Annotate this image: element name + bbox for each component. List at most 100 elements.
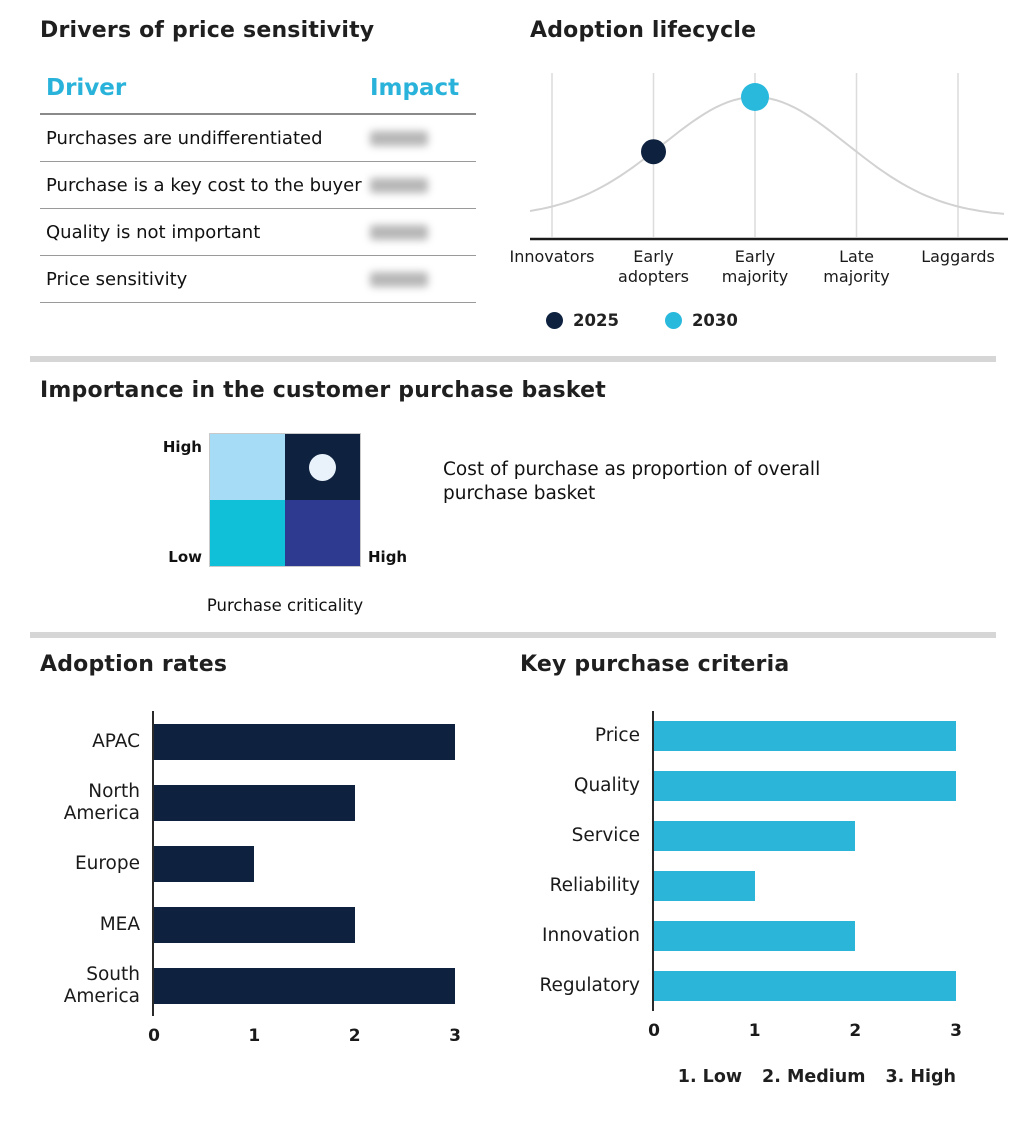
drivers-table-header: Driver Impact — [40, 67, 476, 115]
bar-row: Innovation — [520, 911, 956, 961]
matrix-cell — [285, 434, 360, 500]
legend-label: 2030 — [691, 311, 738, 330]
driver-cell: Quality is not important — [46, 221, 261, 243]
section-title-drivers: Drivers of price sensitivity — [40, 18, 375, 43]
impact-cell — [370, 130, 476, 146]
legend-label: 2025 — [573, 311, 619, 330]
x-axis-tick: 0 — [648, 1021, 660, 1041]
bar-category-label: Reliability — [549, 875, 640, 897]
y-axis-max-label: High — [162, 438, 202, 456]
lifecycle-panel: Adoption lifecycle Innovators Early adopt… — [509, 18, 1008, 330]
bar-category-label: MEA — [99, 913, 140, 935]
bar-row: Reliability — [520, 861, 956, 911]
purchase-matrix: High Low High Purchase criticality — [148, 430, 488, 630]
bar-track — [652, 911, 956, 961]
bar-track — [152, 955, 455, 1016]
bar-track — [652, 811, 956, 861]
table-row: Purchase is a key cost to the buyer — [40, 162, 476, 209]
bar-row: South America — [40, 955, 455, 1016]
bar-category-label: Quality — [573, 775, 640, 797]
bar-row: Quality — [520, 761, 956, 811]
impact-value-redacted — [370, 177, 428, 193]
scale-note-low: 1. Low — [677, 1067, 743, 1087]
scale-note: 1. Low 2. Medium 3. High — [520, 1067, 956, 1087]
x-axis-category-label: Late majority — [823, 247, 890, 286]
impact-cell — [370, 271, 476, 287]
driver-cell: Purchase is a key cost to the buyer — [46, 174, 362, 196]
matrix-grid — [209, 433, 361, 567]
matrix-cell — [285, 500, 360, 566]
x-axis-category-label: Laggards — [921, 247, 995, 266]
lifecycle-legend: 2025 2030 — [530, 311, 1008, 330]
bell-curve — [530, 96, 1005, 215]
matrix-annotation: Cost of purchase as proportion of overal… — [443, 459, 821, 504]
scale-note-medium: 2. Medium — [762, 1067, 866, 1087]
bar — [654, 971, 956, 1001]
lifecycle-chart — [530, 69, 1008, 241]
section-title-key-criteria: Key purchase criteria — [520, 652, 790, 677]
drivers-table-rows: Purchases are undifferentiated Purchase i… — [40, 115, 476, 303]
bar-category-label: APAC — [92, 730, 140, 752]
bar — [654, 871, 755, 901]
legend-item: 2030 — [664, 311, 738, 330]
y-axis-min-label: Low — [168, 548, 202, 566]
bar-track — [152, 711, 455, 772]
impact-cell — [370, 224, 476, 240]
section-divider — [30, 356, 996, 362]
table-row: Purchases are undifferentiated — [40, 115, 476, 162]
matrix-marker-dot — [309, 453, 336, 481]
bar-track — [652, 761, 956, 811]
bar-row: Price — [520, 711, 956, 761]
bar-row: Europe — [40, 833, 455, 894]
bar-category-label: Regulatory — [539, 975, 640, 997]
bar — [154, 967, 455, 1004]
section-title-adoption-rates: Adoption rates — [40, 652, 228, 677]
x-axis-ticks: 0 1 2 3 — [648, 1019, 962, 1049]
adoption-rates-chart: APAC North America Europe MEA South America … — [40, 711, 461, 1054]
table-row: Quality is not important — [40, 209, 476, 256]
legend-dot — [546, 312, 563, 329]
legend-item: 2025 — [546, 311, 619, 330]
x-axis-tick: 2 — [849, 1021, 862, 1041]
drivers-panel: Drivers of price sensitivity Driver Impa… — [40, 18, 476, 303]
x-axis-tick: 1 — [748, 1021, 761, 1041]
bar — [654, 721, 956, 751]
x-axis-title: Purchase criticality — [206, 596, 364, 615]
matrix-cell — [210, 500, 285, 566]
x-axis-category-label: Early adopters — [618, 247, 689, 286]
lifecycle-categories: Innovators Early adopters Early majority La… — [509, 247, 1008, 301]
col-header-impact: Impact — [370, 75, 460, 101]
drivers-table: Driver Impact Purchases are undifferenti… — [40, 67, 476, 303]
bar-track — [152, 894, 455, 955]
matrix-cell — [210, 434, 285, 500]
bar-row: APAC — [40, 711, 455, 772]
x-axis-tick: 1 — [248, 1026, 261, 1046]
bar — [154, 784, 355, 821]
bar-track — [652, 861, 956, 911]
x-axis-max-label: High — [368, 548, 408, 566]
bar-category-label: Europe — [74, 852, 140, 874]
bar — [154, 723, 455, 760]
x-axis-ticks: 0 1 2 3 — [148, 1024, 461, 1054]
bar-row: MEA — [40, 894, 455, 955]
bar — [654, 921, 856, 951]
x-axis-category-label: Early majority — [721, 247, 789, 286]
bar-category-label: North America — [63, 781, 140, 824]
scale-note-high: 3. High — [885, 1067, 956, 1087]
bar — [654, 821, 856, 851]
section-title-lifecycle: Adoption lifecycle — [530, 18, 757, 43]
data-point-2025 — [641, 139, 666, 165]
key-criteria-chart: Price Quality Service Reliability Innovation… — [520, 711, 962, 1049]
bar-row: Regulatory — [520, 961, 956, 1011]
impact-cell — [370, 177, 476, 193]
driver-cell: Price sensitivity — [46, 268, 188, 290]
bar-category-label: Service — [571, 825, 640, 847]
impact-value-redacted — [370, 271, 428, 287]
bar-rows: Price Quality Service Reliability Innovation… — [520, 711, 956, 1011]
data-point-2030 — [741, 83, 769, 111]
bar-track — [152, 772, 455, 833]
legend-dot — [664, 312, 682, 329]
x-axis-tick: 2 — [348, 1026, 361, 1046]
section-divider — [30, 632, 996, 638]
